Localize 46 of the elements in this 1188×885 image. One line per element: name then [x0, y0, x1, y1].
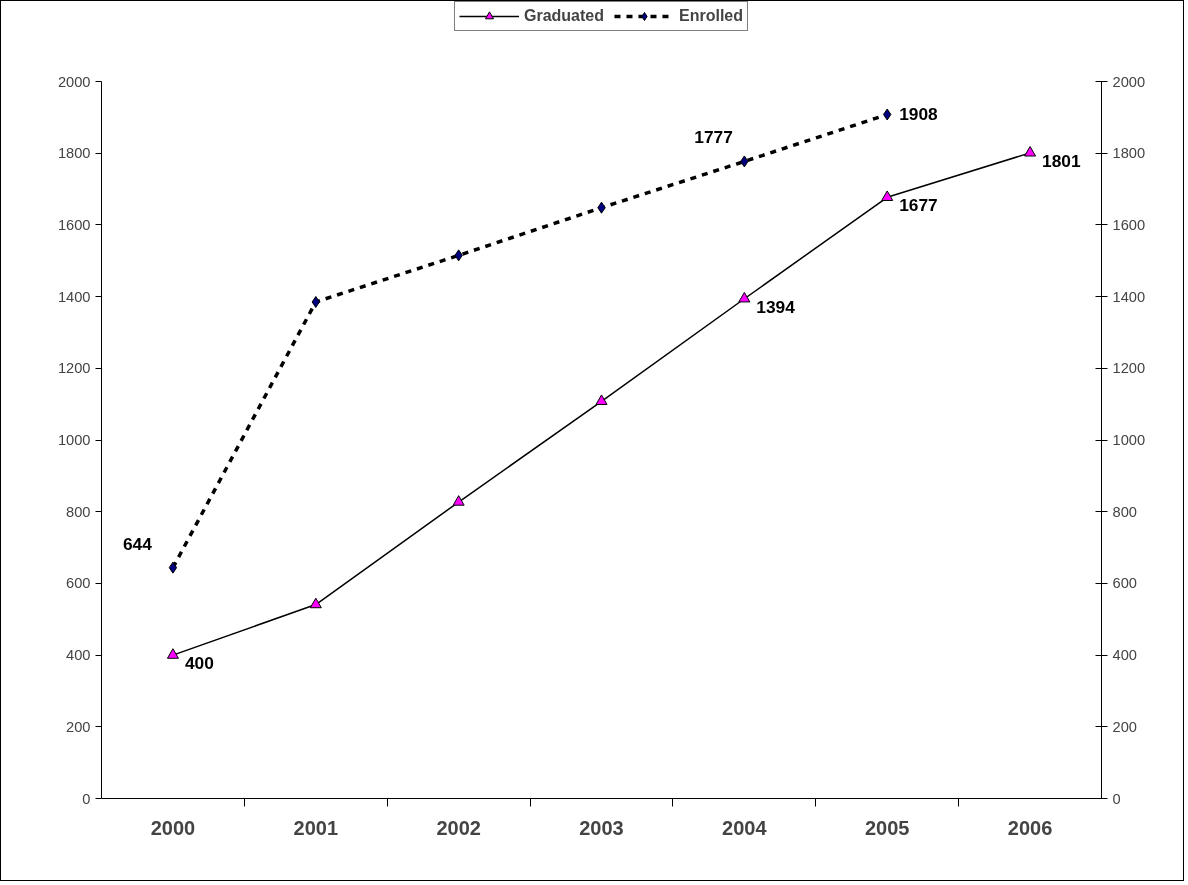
y-tick-label: 1200: [57, 360, 91, 377]
y-tick-label: 200: [66, 718, 91, 735]
point: [595, 394, 608, 405]
y2-tick-label: 1800: [1112, 145, 1146, 162]
x-tick-label: 2002: [436, 816, 481, 839]
y-tick-label: 600: [66, 575, 91, 592]
y2-tick-label: 2000: [1112, 73, 1146, 90]
y2-tick-label: 800: [1112, 503, 1137, 520]
y-tick-label: 2000: [57, 73, 91, 90]
data-label: 644: [122, 533, 153, 554]
x-tick-label: 2001: [293, 816, 339, 839]
y-tick-label: 800: [66, 503, 91, 520]
x-tick-label: 2006: [1007, 816, 1053, 839]
y2-tick-label: 0: [1112, 790, 1121, 807]
point: [452, 495, 465, 506]
y2-tick-label: 600: [1112, 575, 1137, 592]
legend-label: Graduated: [523, 7, 604, 25]
point: [166, 648, 179, 659]
data-label: 1777: [694, 127, 733, 148]
point: [738, 291, 751, 303]
point: [881, 190, 894, 201]
y-tick-label: 0: [82, 790, 91, 807]
data-label: 1394: [756, 296, 796, 317]
y2-tick-label: 1000: [1112, 432, 1146, 448]
y2-tick-label: 1400: [1112, 288, 1146, 305]
y2-tick-label: 200: [1112, 718, 1137, 735]
y2-tick-label: 1600: [1112, 216, 1146, 233]
data-label: 400: [184, 653, 214, 674]
y-tick-label: 1800: [57, 145, 91, 162]
data-label: 1677: [899, 195, 938, 216]
point: [1024, 145, 1037, 157]
y-tick-label: 1000: [57, 432, 91, 448]
y2-tick-label: 1200: [1112, 360, 1146, 377]
y-tick-label: 1400: [57, 288, 91, 305]
x-tick-label: 2005: [864, 816, 910, 839]
y-tick-label: 400: [66, 647, 91, 664]
y-tick-label: 1600: [57, 216, 91, 233]
x-tick-label: 2000: [150, 816, 196, 839]
legend-label: Enrolled: [679, 7, 744, 25]
x-tick-label: 2004: [722, 816, 768, 839]
data-label: 1801: [1042, 150, 1081, 171]
data-label: 1908: [899, 104, 939, 125]
x-tick-label: 2003: [579, 816, 624, 839]
point: [309, 597, 322, 609]
y2-tick-label: 400: [1112, 647, 1137, 664]
point: [168, 561, 178, 574]
